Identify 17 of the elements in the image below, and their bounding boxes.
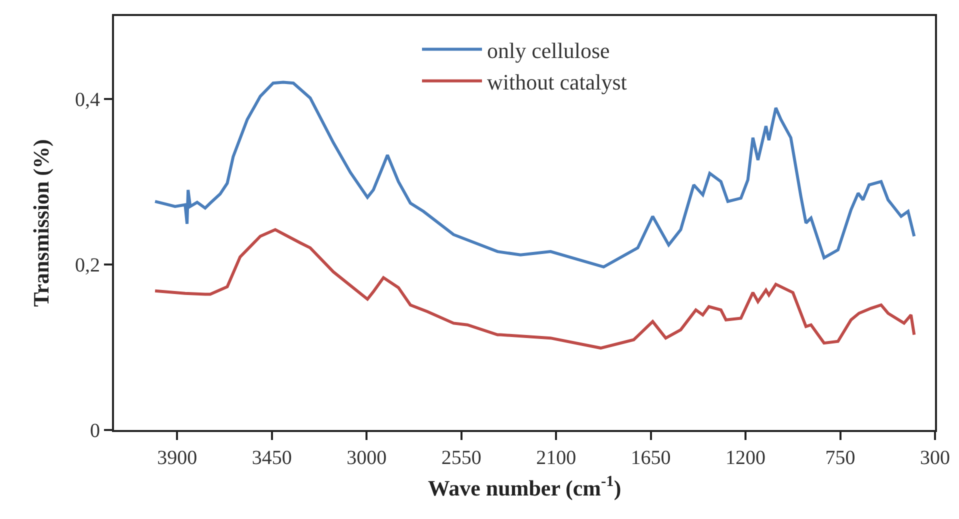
y-tick-label: 0,4: [75, 88, 100, 111]
x-tick-label: 300: [920, 447, 950, 469]
x-tick-label: 1200: [726, 447, 766, 469]
x-tick-label: 2100: [536, 447, 576, 469]
x-tick-label: 2550: [441, 447, 482, 469]
x-tick-label: 1650: [630, 447, 671, 469]
legend-label: without catalyst: [487, 69, 627, 94]
x-tick-label: 3000: [346, 447, 387, 469]
y-tick-label: 0: [90, 420, 100, 442]
y-tick-label: 0,2: [75, 254, 100, 276]
x-axis-title: Wave number (cm$^{-1}$): [428, 473, 622, 500]
line-series: [154, 228, 916, 350]
y-axis-title: Transmission (%): [28, 139, 54, 307]
x-tick-label: 3450: [252, 447, 292, 469]
x-tick-label: 3900: [157, 447, 198, 469]
x-tick-label: 750: [825, 447, 856, 469]
legend-label: only cellulose: [487, 38, 610, 63]
